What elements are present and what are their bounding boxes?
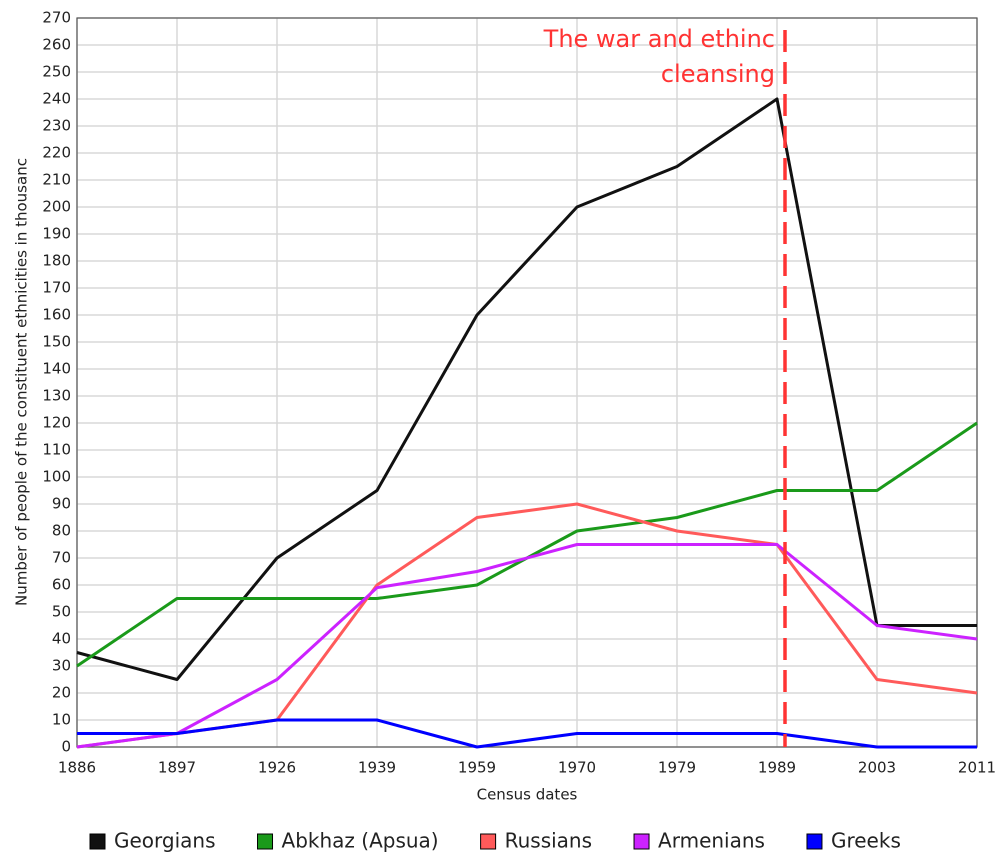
legend-swatch bbox=[257, 833, 274, 850]
series-line bbox=[76, 502, 978, 749]
legend-swatch bbox=[89, 833, 106, 850]
y-tick-label: 0 bbox=[61, 738, 71, 756]
annotation-text: cleansing bbox=[661, 60, 775, 88]
legend-label: Greeks bbox=[831, 829, 901, 852]
series-line bbox=[77, 718, 977, 749]
y-tick-label: 260 bbox=[42, 36, 71, 54]
x-tick-label: 1959 bbox=[458, 759, 496, 777]
y-tick-label: 170 bbox=[42, 279, 71, 297]
x-tick-label: 1886 bbox=[58, 759, 96, 777]
y-tick-label: 30 bbox=[52, 657, 71, 675]
y-tick-label: 160 bbox=[42, 306, 71, 324]
series-line bbox=[76, 421, 978, 668]
y-tick-label: 110 bbox=[42, 441, 71, 459]
x-tick-label: 2011 bbox=[958, 759, 996, 777]
y-tick-label: 80 bbox=[52, 522, 71, 540]
legend-swatch bbox=[480, 833, 497, 850]
y-tick-label: 190 bbox=[42, 225, 71, 243]
y-tick-label: 100 bbox=[42, 468, 71, 486]
plot-frame bbox=[76, 17, 978, 748]
x-tick-label: 1970 bbox=[558, 759, 596, 777]
x-tick-label: 1897 bbox=[158, 759, 196, 777]
x-tick-label: 1926 bbox=[258, 759, 296, 777]
legend-label: Georgians bbox=[114, 829, 216, 852]
series-line bbox=[76, 97, 977, 681]
y-tick-label: 10 bbox=[52, 711, 71, 729]
x-tick-label: 2003 bbox=[858, 759, 896, 777]
y-tick-label: 150 bbox=[42, 333, 71, 351]
y-tick-label: 240 bbox=[42, 90, 71, 108]
y-tick-label: 200 bbox=[42, 198, 71, 216]
y-tick-label: 70 bbox=[52, 549, 71, 567]
y-tick-label: 120 bbox=[42, 414, 71, 432]
legend-swatch bbox=[806, 833, 823, 850]
y-tick-label: 90 bbox=[52, 495, 71, 513]
x-tick-label: 1939 bbox=[358, 759, 396, 777]
legend-label: Russians bbox=[505, 829, 592, 852]
legend-label: Armenians bbox=[658, 829, 765, 852]
y-tick-label: 20 bbox=[52, 684, 71, 702]
y-tick-label: 60 bbox=[52, 576, 71, 594]
y-tick-label: 210 bbox=[42, 171, 71, 189]
x-tick-label: 1979 bbox=[658, 759, 696, 777]
y-tick-label: 180 bbox=[42, 252, 71, 270]
x-tick-label: 1989 bbox=[758, 759, 796, 777]
y-tick-label: 220 bbox=[42, 144, 71, 162]
y-tick-label: 40 bbox=[52, 630, 71, 648]
y-tick-label: 270 bbox=[42, 9, 71, 27]
annotation-text: The war and ethinc bbox=[543, 25, 775, 53]
x-axis-label: Census dates bbox=[477, 786, 578, 804]
y-tick-label: 50 bbox=[52, 603, 71, 621]
y-tick-label: 230 bbox=[42, 117, 71, 135]
legend-label: Abkhaz (Apsua) bbox=[282, 829, 439, 852]
y-tick-label: 140 bbox=[42, 360, 71, 378]
y-tick-label: 250 bbox=[42, 63, 71, 81]
y-tick-label: 130 bbox=[42, 387, 71, 405]
legend-swatch bbox=[633, 833, 650, 850]
series-line bbox=[76, 543, 978, 749]
y-axis-label: Number of people of the constituent ethn… bbox=[13, 158, 31, 606]
